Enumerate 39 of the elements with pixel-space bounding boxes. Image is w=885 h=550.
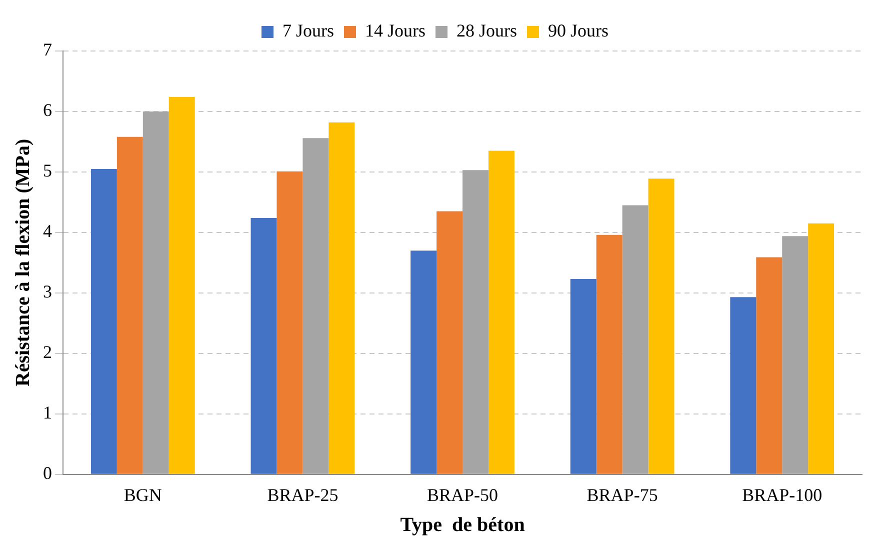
legend-label: 90 Jours <box>548 20 609 41</box>
bar <box>302 138 329 474</box>
x-tick-label: BRAP-75 <box>586 484 658 505</box>
bar <box>168 96 195 474</box>
bar <box>250 218 277 474</box>
y-axis-title: Résistance à la flexion (MPa) <box>12 138 34 387</box>
y-tick-label: 0 <box>43 463 52 484</box>
y-tick-label: 6 <box>43 100 52 120</box>
x-tick-label: BRAP-100 <box>742 484 822 505</box>
bar <box>142 111 169 474</box>
bar <box>648 178 674 474</box>
x-tick-label: BGN <box>124 484 162 505</box>
x-tick-label: BRAP-50 <box>426 484 498 505</box>
bar <box>90 168 117 474</box>
bar <box>436 211 462 474</box>
bar <box>276 171 303 474</box>
bar <box>462 170 488 474</box>
bar <box>410 250 437 474</box>
legend-label: 28 Jours <box>456 20 518 41</box>
y-tick-label: 7 <box>43 40 52 60</box>
x-tick-label: BRAP-25 <box>267 484 338 505</box>
y-tick-label: 1 <box>43 402 52 423</box>
x-axis-title: Type de béton <box>400 514 525 536</box>
y-tick-label: 3 <box>43 282 52 302</box>
bar <box>488 150 514 474</box>
bar <box>570 279 596 474</box>
legend-label: 14 Jours <box>364 20 426 41</box>
bar <box>328 122 355 474</box>
bar <box>596 234 622 474</box>
bar <box>782 236 808 474</box>
bar <box>756 257 782 474</box>
bar <box>730 297 756 474</box>
bar <box>622 205 648 474</box>
y-tick-label: 4 <box>43 221 52 242</box>
bar <box>116 136 143 474</box>
y-tick-label: 5 <box>43 160 52 181</box>
bar <box>808 223 834 474</box>
legend-label: 7 Jours <box>282 20 334 41</box>
y-tick-label: 2 <box>43 342 52 362</box>
